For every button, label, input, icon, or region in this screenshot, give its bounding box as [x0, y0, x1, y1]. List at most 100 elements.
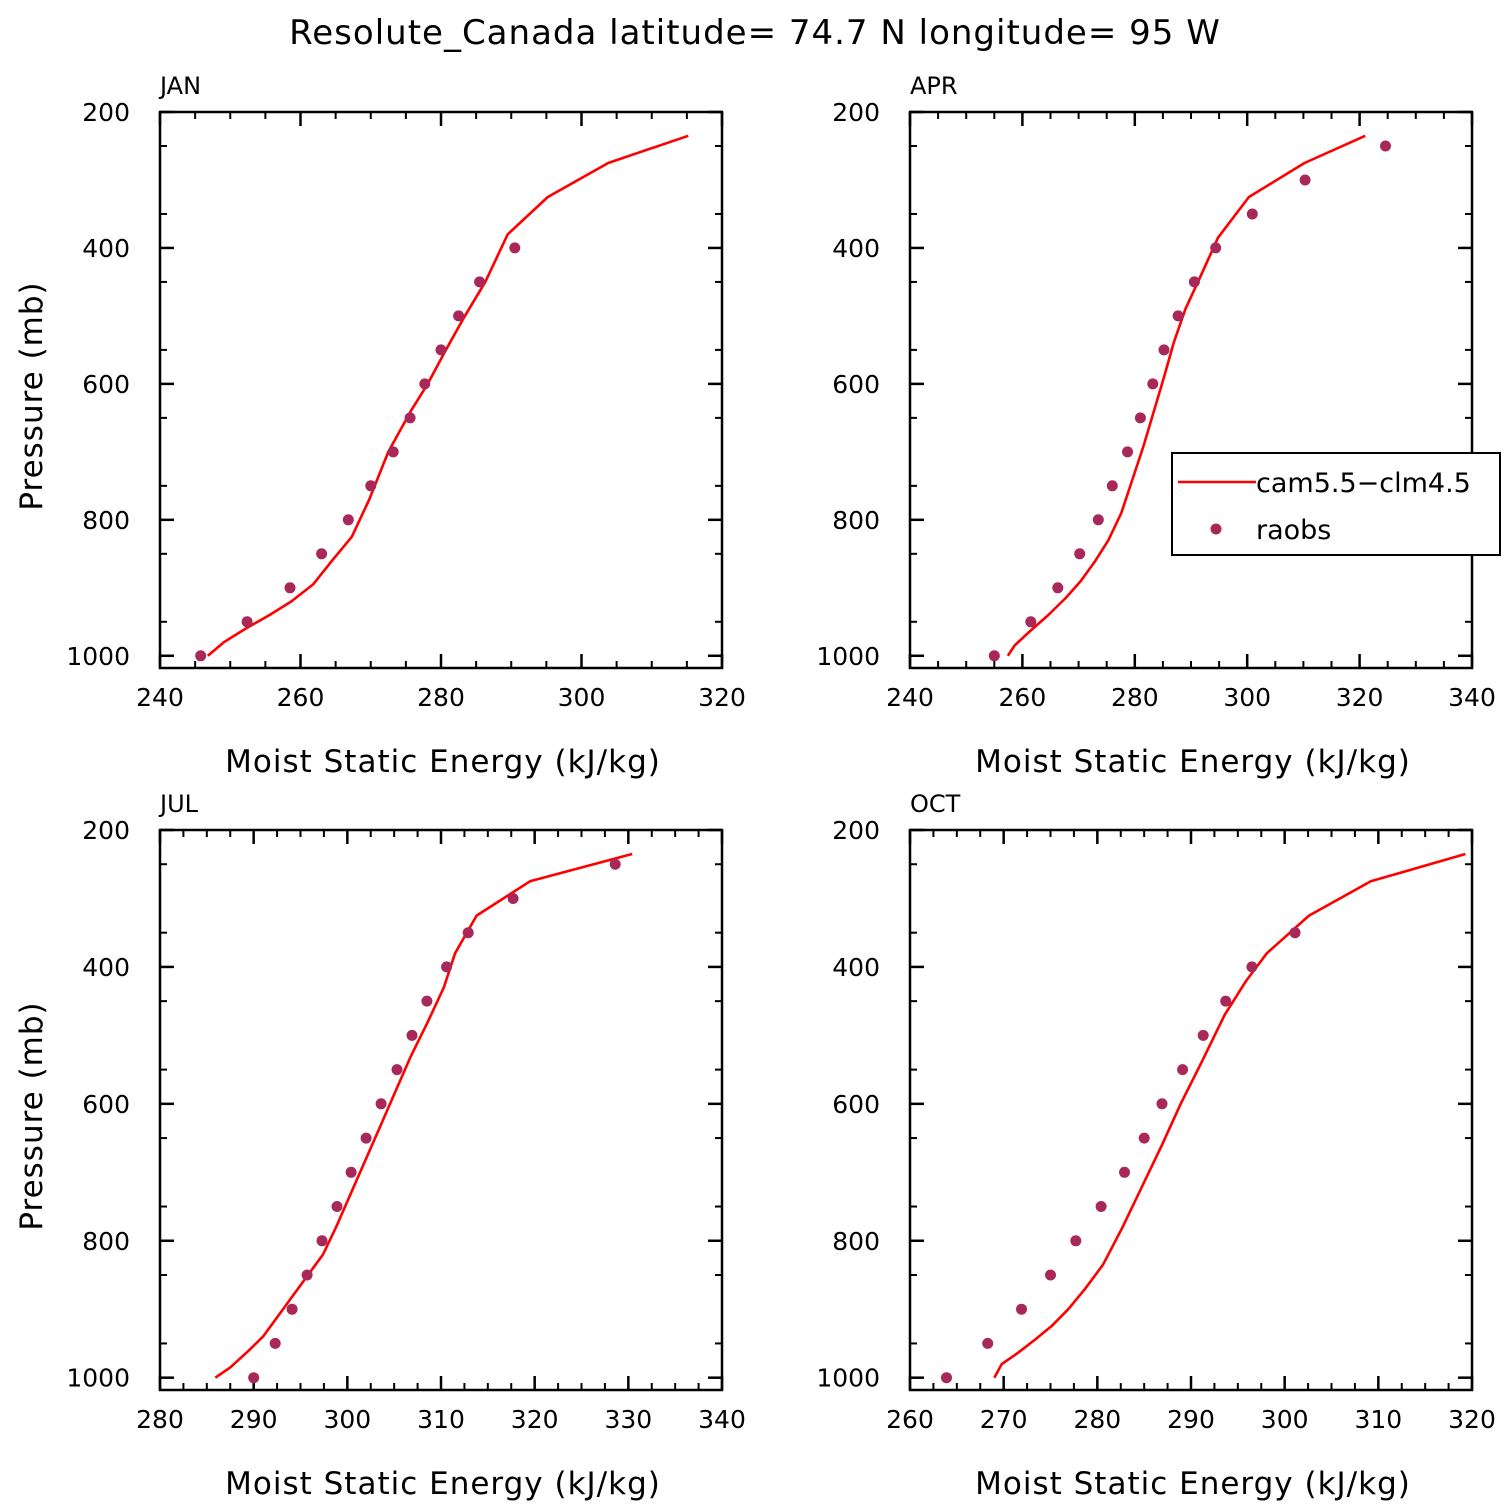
- y-axis-label: Pressure (mb): [14, 1001, 50, 1230]
- raobs-point: [507, 893, 519, 904]
- y-tick-label: 600: [82, 1090, 130, 1119]
- raobs-point: [1158, 344, 1170, 356]
- raobs-point: [269, 1337, 281, 1349]
- x-tick-label: 310: [417, 1405, 465, 1434]
- x-axis-label: Moist Static Energy (kJ/kg): [225, 1466, 661, 1502]
- raobs-point: [474, 276, 486, 288]
- panel-oct: OCT 260 270 280 290 300 310 320 200 400 600 800 1000…: [816, 790, 1495, 1502]
- y-tick-label: 600: [82, 370, 130, 399]
- panel-jul: JUL 280 290 300 310 320 330 340 200 400 600 800 1000…: [14, 790, 746, 1502]
- x-axis-label: Moist Static Energy (kJ/kg): [225, 744, 661, 780]
- x-tick-label: 300: [558, 683, 606, 712]
- panel-label-apr: APR: [910, 72, 958, 100]
- model-series-line: [993, 852, 1466, 1379]
- plot-frame: [158, 110, 724, 670]
- x-tick-label: 290: [230, 1405, 278, 1434]
- x-axis-label: Moist Static Energy (kJ/kg): [975, 744, 1411, 780]
- raobs-point: [365, 480, 377, 492]
- x-tick-label: 240: [136, 683, 184, 712]
- raobs-point: [360, 1132, 372, 1144]
- legend-box: [1171, 452, 1501, 556]
- y-tick-label: 600: [832, 1090, 880, 1119]
- y-tick-label: 200: [82, 816, 130, 845]
- x-tick-label: 280: [1073, 1405, 1121, 1434]
- panel-label-jul: JUL: [158, 790, 199, 818]
- raobs-point: [1092, 514, 1104, 526]
- raobs-point: [435, 344, 447, 356]
- x-tick-label: 290: [1167, 1405, 1215, 1434]
- model-series-line: [206, 134, 689, 657]
- x-tick-label: 340: [698, 1405, 746, 1434]
- y-tick-label: 600: [832, 370, 880, 399]
- raobs-point: [1095, 1201, 1107, 1212]
- raobs-point: [462, 927, 474, 939]
- panel-jan: JAN 240 260 280 300 320 200 400 600 800 1000 Moist …: [14, 72, 746, 780]
- y-tick-label: 200: [832, 816, 880, 845]
- x-tick-label: 330: [604, 1405, 652, 1434]
- raobs-point: [1246, 961, 1258, 973]
- x-tick-label: 240: [886, 683, 934, 712]
- raobs-point: [1210, 242, 1222, 254]
- y-tick-label: 400: [832, 953, 880, 982]
- x-tick-label: 280: [136, 1405, 184, 1434]
- y-tick-label: 800: [82, 506, 130, 535]
- x-tick-label: 340: [1448, 683, 1496, 712]
- raobs-point: [345, 1166, 357, 1178]
- raobs-point: [387, 446, 399, 458]
- x-tick-label: 260: [277, 683, 325, 712]
- x-tick-label: 260: [886, 1405, 934, 1434]
- raobs-point: [1188, 276, 1200, 288]
- raobs-point: [988, 650, 1000, 662]
- raobs-point: [1016, 1303, 1027, 1315]
- raobs-point: [1299, 174, 1311, 186]
- raobs-point: [1197, 1029, 1209, 1041]
- raobs-point: [1025, 616, 1037, 628]
- x-tick-label: 280: [417, 683, 465, 712]
- raobs-point: [241, 616, 253, 628]
- raobs-point: [1106, 480, 1118, 492]
- raobs-point: [1220, 995, 1232, 1007]
- y-tick-label: 1000: [816, 642, 880, 671]
- raobs-point: [941, 1372, 952, 1384]
- raobs-point: [1380, 140, 1391, 152]
- raobs-point: [391, 1064, 403, 1076]
- legend: cam5.5−clm4.5 raobs: [1171, 452, 1501, 556]
- raobs-point: [1070, 1235, 1082, 1247]
- raobs-point: [406, 1029, 418, 1041]
- raobs-point: [316, 548, 328, 560]
- y-tick-label: 800: [832, 506, 880, 535]
- panel-apr: APR 240 260 280 300 320 340 200 400 600 800 1000 Moi…: [816, 72, 1495, 780]
- raobs-point: [284, 582, 296, 594]
- y-tick-label: 400: [82, 234, 130, 263]
- x-tick-label: 320: [1336, 683, 1384, 712]
- legend-marker-swatch: [1210, 523, 1222, 535]
- model-series-line: [1006, 134, 1366, 657]
- plot-frame: [908, 828, 1474, 1392]
- y-axis-label: Pressure (mb): [14, 281, 50, 510]
- raobs-point: [301, 1269, 313, 1281]
- model-series-line: [214, 852, 633, 1379]
- raobs-point: [248, 1372, 260, 1384]
- raobs-point: [421, 995, 433, 1007]
- raobs-point: [1074, 548, 1086, 560]
- x-tick-label: 320: [698, 683, 746, 712]
- y-tick-label: 1000: [66, 1364, 130, 1393]
- raobs-point: [404, 412, 416, 424]
- raobs-point: [1147, 378, 1159, 390]
- raobs-point: [1289, 927, 1301, 939]
- panel-label-jan: JAN: [158, 72, 201, 100]
- raobs-point: [316, 1235, 328, 1247]
- x-tick-label: 260: [999, 683, 1047, 712]
- y-tick-label: 200: [832, 98, 880, 127]
- y-tick-label: 1000: [66, 642, 130, 671]
- raobs-point: [1122, 446, 1133, 458]
- legend-entry-label: raobs: [1256, 515, 1331, 546]
- y-tick-label: 800: [832, 1227, 880, 1256]
- raobs-point: [286, 1303, 298, 1315]
- plot-frame: [158, 828, 724, 1392]
- raobs-point: [1138, 1132, 1150, 1144]
- panel-label-oct: OCT: [910, 790, 961, 818]
- y-tick-label: 200: [82, 98, 130, 127]
- raobs-point: [419, 378, 431, 390]
